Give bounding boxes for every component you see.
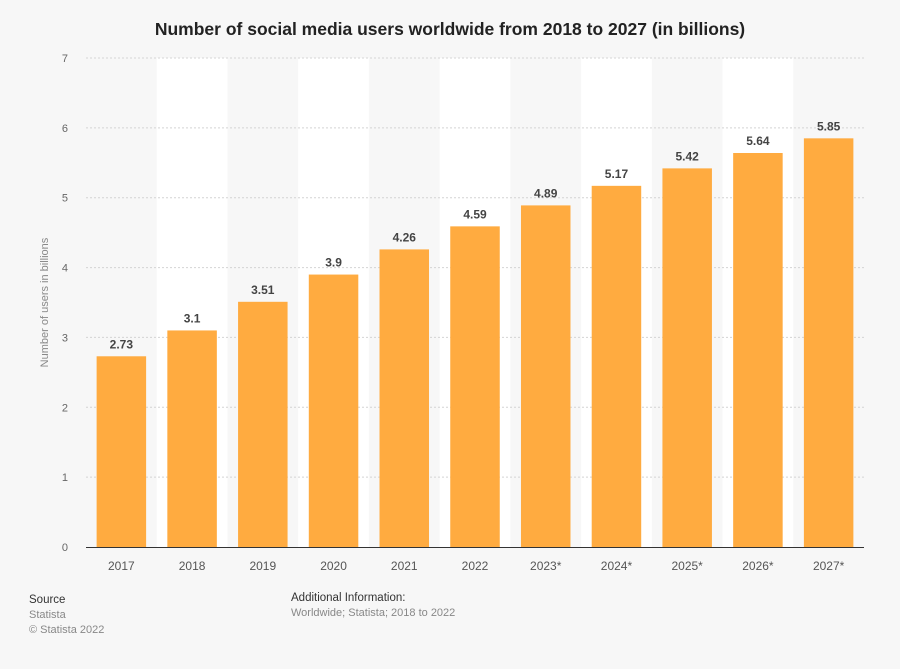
x-tick-label: 2018 [179, 559, 206, 573]
source-block: Source Statista © Statista 2022 [29, 593, 104, 638]
bar[interactable] [450, 226, 500, 547]
y-tick-label: 1 [62, 472, 68, 484]
y-tick-label: 4 [62, 263, 68, 275]
bars [96, 138, 854, 548]
x-tick-label: 2019 [249, 559, 276, 573]
data-label: 4.59 [463, 207, 487, 221]
bar[interactable] [733, 153, 783, 547]
y-axis-ticks: 0 1 2 3 4 5 6 7 [62, 53, 68, 554]
bar[interactable] [520, 205, 571, 548]
y-tick-label: 5 [62, 193, 68, 205]
x-axis-ticks: 2017 2018 2019 2020 2021 2022 2023* 2024* 2025* 2… [108, 559, 845, 573]
y-tick-label: 7 [62, 53, 68, 65]
bar[interactable] [591, 185, 642, 548]
source-heading: Source [29, 594, 66, 606]
bar[interactable] [662, 168, 712, 548]
bar[interactable] [803, 138, 854, 548]
data-label: 5.64 [746, 134, 770, 148]
y-axis-label: Number of users in billions [39, 237, 51, 367]
x-tick-label: 2020 [320, 559, 347, 573]
x-tick-label: 2024* [601, 559, 633, 573]
x-tick-label: 2021 [391, 559, 418, 573]
value-labels: 2.73 3.1 3.51 3.9 4.26 4.59 4.89 5.17 5.42 5.64 5.… [110, 119, 841, 351]
data-label: 5.42 [676, 149, 700, 163]
additional-info-text: Worldwide; Statista; 2018 to 2022 [291, 607, 456, 619]
data-label: 4.26 [393, 230, 417, 244]
y-tick-label: 0 [62, 542, 68, 554]
x-tick-label: 2026* [742, 559, 774, 573]
chart-title: Number of social media users worldwide f… [154, 19, 746, 39]
data-label: 5.17 [605, 167, 629, 181]
y-tick-label: 2 [62, 402, 68, 414]
data-label: 3.51 [251, 283, 275, 297]
data-label: 2.73 [110, 337, 134, 351]
x-tick-label: 2022 [462, 559, 489, 573]
bar[interactable] [379, 249, 430, 547]
additional-info-heading[interactable]: Additional Information: [291, 592, 406, 604]
bar[interactable] [96, 356, 147, 547]
x-tick-label: 2025* [671, 559, 703, 573]
copyright-text: © Statista 2022 [29, 624, 105, 636]
data-label: 3.1 [184, 311, 201, 325]
x-tick-label: 2023* [530, 559, 562, 573]
bar[interactable] [167, 330, 217, 547]
data-label: 4.89 [534, 186, 558, 200]
y-tick-label: 3 [62, 332, 68, 344]
bar[interactable] [238, 301, 288, 547]
data-label: 3.9 [325, 256, 342, 270]
x-tick-label: 2017 [108, 559, 135, 573]
bar[interactable] [308, 274, 359, 547]
x-tick-label: 2027* [813, 559, 845, 573]
y-tick-label: 6 [62, 123, 68, 135]
additional-info-block: Additional Information: Worldwide; Stati… [291, 591, 455, 621]
source-name[interactable]: Statista [29, 609, 66, 621]
data-label: 5.85 [817, 119, 841, 133]
